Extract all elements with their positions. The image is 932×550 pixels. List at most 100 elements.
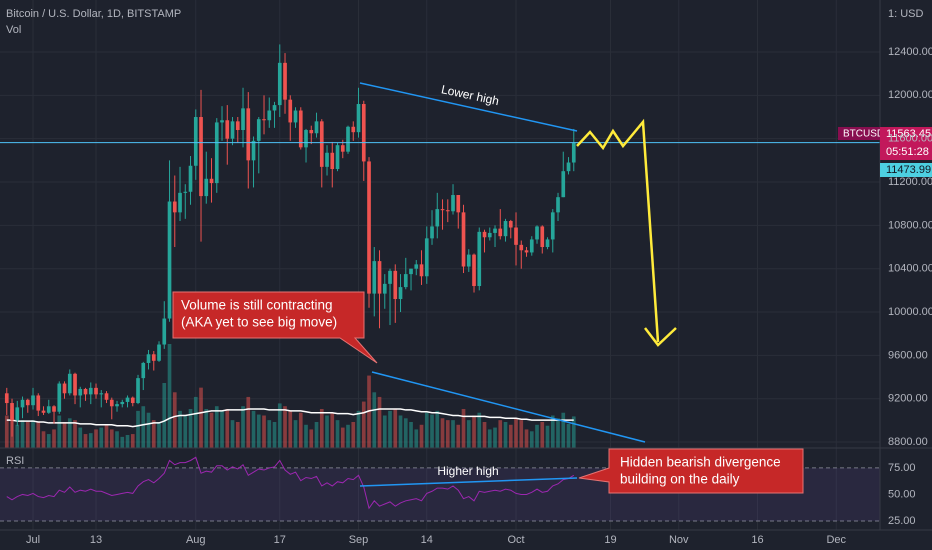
volume-bar xyxy=(335,420,340,448)
candle-body xyxy=(377,261,382,294)
volume-bar xyxy=(277,403,282,448)
candle-body xyxy=(393,270,398,300)
candle-body xyxy=(451,195,455,212)
symbol-tag-text: BTCUSD xyxy=(843,129,884,140)
candle-body xyxy=(157,344,161,361)
y-tick-label: 8800.00 xyxy=(888,436,928,448)
volume-bar xyxy=(550,415,555,448)
candle-body xyxy=(62,383,67,394)
y-tick-label: 12000.00 xyxy=(888,89,932,101)
x-tick-label: 13 xyxy=(90,534,102,546)
candle-body xyxy=(277,62,282,106)
volume-bar xyxy=(246,396,251,448)
volume-bar xyxy=(151,420,156,448)
candle-body xyxy=(146,354,151,363)
candle-body xyxy=(445,210,450,212)
volume-bar xyxy=(157,422,161,448)
x-tick-label: 19 xyxy=(604,534,616,546)
volume-bar xyxy=(419,424,424,448)
candle-body xyxy=(566,162,571,172)
callout xyxy=(172,291,378,364)
volume-bar xyxy=(267,420,272,448)
volume-bar xyxy=(209,412,214,448)
volume-bar xyxy=(178,410,182,448)
candle-body xyxy=(115,404,119,407)
projection xyxy=(576,118,660,343)
callout-text: (AKA yet to see big move) xyxy=(181,315,337,330)
candle-body xyxy=(340,145,345,152)
candle-body xyxy=(25,399,30,406)
trend-line xyxy=(371,371,646,443)
volume-bar xyxy=(99,427,104,448)
candle-body xyxy=(31,395,35,406)
candle-body xyxy=(120,401,125,405)
candle-body xyxy=(193,117,198,166)
volume-bar xyxy=(314,422,319,448)
candle-body xyxy=(73,373,77,396)
candle-body xyxy=(167,201,172,319)
volume-bar xyxy=(340,427,345,448)
volume-bar xyxy=(435,410,440,448)
volume-bar xyxy=(120,436,125,448)
volume-bar xyxy=(393,409,398,448)
candle-body xyxy=(125,397,130,402)
volume-bar xyxy=(57,415,62,448)
candle-body xyxy=(4,393,9,404)
volume-bar xyxy=(424,412,429,448)
volume-bar xyxy=(115,431,119,448)
volume-bar xyxy=(104,424,109,448)
candle-body xyxy=(104,393,109,400)
volume-bar xyxy=(41,431,46,448)
volume-bar xyxy=(367,375,371,448)
callout xyxy=(578,448,804,494)
candle-body xyxy=(235,121,240,131)
chart-title: Bitcoin / U.S. Dollar, 1D, BITSTAMP xyxy=(6,8,181,20)
rsi-tick-label: 50.00 xyxy=(888,488,916,500)
candle-body xyxy=(52,406,56,412)
candle-body xyxy=(262,119,266,121)
candle-body xyxy=(57,383,62,412)
volume-bar xyxy=(535,424,539,448)
volume-bar xyxy=(73,420,77,448)
volume-bar xyxy=(204,409,209,448)
candle-body xyxy=(524,250,529,253)
volume-bar xyxy=(304,424,308,448)
volume-bar xyxy=(466,420,471,448)
volume-bar xyxy=(351,422,356,448)
y-tick-label: 12400.00 xyxy=(888,46,932,58)
volume-bar xyxy=(482,422,487,448)
volume-bar xyxy=(25,422,30,448)
candle-body xyxy=(398,287,403,300)
candle-body xyxy=(461,212,466,267)
volume-bar xyxy=(398,415,403,448)
candle-body xyxy=(267,110,272,121)
y-tick-label: 10800.00 xyxy=(888,219,932,231)
volume-bar xyxy=(440,418,445,448)
candle-body xyxy=(314,121,319,134)
candle-body xyxy=(246,108,251,161)
x-tick-label: 16 xyxy=(751,534,763,546)
volume-bar xyxy=(540,422,545,448)
candle-body xyxy=(15,407,20,421)
candle-body xyxy=(309,130,314,134)
volume-bar xyxy=(241,406,245,448)
volume-bar xyxy=(382,415,387,448)
price-tag-text: 11563.45 xyxy=(886,128,931,140)
candle-body xyxy=(388,270,392,284)
candle-body xyxy=(272,105,277,111)
volume-bar xyxy=(456,424,461,448)
volume-bar xyxy=(141,406,146,448)
volume-bar xyxy=(445,420,450,448)
candle-body xyxy=(130,397,135,404)
volume-bar xyxy=(193,396,198,448)
volume-bar xyxy=(403,418,408,448)
candle-body xyxy=(403,274,408,288)
trend-line xyxy=(359,82,578,132)
volume-bar xyxy=(524,429,529,448)
marker-tag-text: 11473.99 xyxy=(886,164,931,176)
volume-bar xyxy=(503,422,508,448)
candle-body xyxy=(550,212,555,240)
volume-bar xyxy=(377,396,382,448)
volume-bar xyxy=(472,415,476,448)
x-tick-label: Jul xyxy=(26,534,40,546)
